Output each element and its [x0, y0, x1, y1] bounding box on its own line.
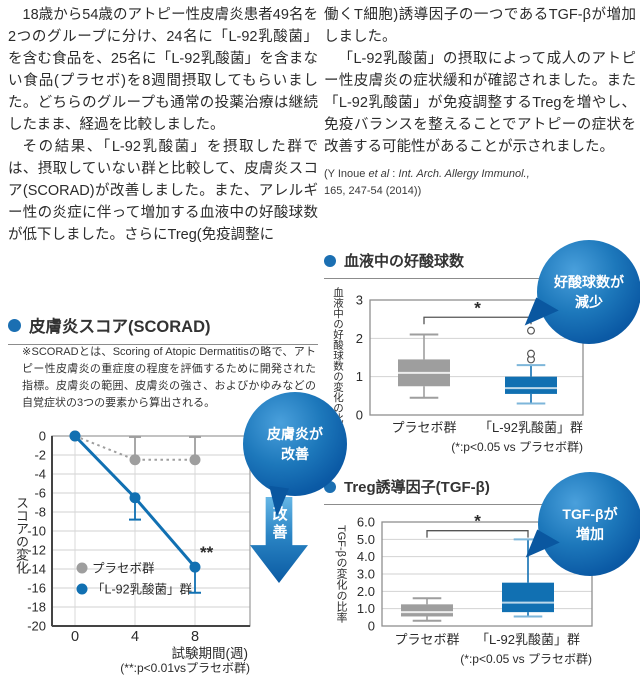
- svg-text:-20: -20: [27, 619, 46, 634]
- intro-paragraph: その結果、「L-92乳酸菌」を摂取した群では、摂取していない群と比較して、皮膚炎…: [8, 139, 318, 243]
- svg-text:「L-92乳酸菌」群: 「L-92乳酸菌」群: [479, 420, 583, 435]
- data-point: [129, 454, 141, 466]
- citation: (Y Inoue et al : Int. Arch. Allergy Immu…: [324, 166, 624, 199]
- section-title: 皮膚炎スコア(SCORAD): [29, 318, 211, 336]
- svg-text:3: 3: [356, 293, 363, 308]
- svg-text:1.0: 1.0: [357, 601, 375, 616]
- svg-text:-4: -4: [34, 467, 46, 482]
- section-title: Treg誘導因子(TGF-β): [344, 479, 490, 496]
- section-header-eosinophil: 血液中の好酸球数: [324, 250, 636, 279]
- badge-eosinophil: 好酸球数が 減少: [521, 240, 640, 344]
- data-point: [189, 454, 201, 466]
- svg-text:5.0: 5.0: [357, 532, 375, 547]
- scorad-plot: 0 -2 -4 -6 -8 -10 -12 -14 -16 -18 -20 ** 0 4 8試験期間(週)(…: [27, 429, 251, 675]
- svg-text:-14: -14: [27, 562, 46, 577]
- outlier-point: [527, 326, 536, 335]
- svg-text:1: 1: [356, 369, 363, 384]
- svg-text:-16: -16: [27, 581, 46, 596]
- scorad-y-axis-label: スコアの変化: [14, 496, 29, 574]
- citation-line2: 165, 247-54 (2014)): [324, 184, 422, 197]
- series-l92: [69, 430, 201, 594]
- section-header-scorad: 皮膚炎スコア(SCORAD): [8, 313, 318, 345]
- svg-text:(*:p<0.05 vs プラセボ群): (*:p<0.05 vs プラセボ群): [451, 440, 583, 454]
- svg-text:-18: -18: [27, 600, 46, 615]
- intro-paragraph: 「L-92乳酸菌」の摂取によって成人のアトピー性皮膚炎の症状緩和が確認されました…: [324, 51, 636, 155]
- badge-text: 好酸球数が: [554, 273, 624, 290]
- svg-text:*: *: [474, 298, 481, 317]
- bubble-tail-icon: [265, 485, 289, 519]
- legend: プラセボ群「L-92乳酸菌」群: [76, 562, 193, 597]
- box-l92: [505, 326, 557, 405]
- svg-text:-2: -2: [34, 448, 46, 463]
- citation-sep: :: [389, 168, 399, 180]
- svg-text:-8: -8: [34, 505, 46, 520]
- badge-text: 改善: [281, 446, 309, 462]
- svg-text:2: 2: [356, 331, 363, 346]
- intro-left-column: 18歳から54歳のアトピー性皮膚炎患者49名を2つのグループに分け、24名に「L…: [8, 4, 318, 246]
- bullet-icon: [8, 318, 21, 332]
- svg-text:-12: -12: [27, 543, 46, 558]
- badge-text: TGF-βが: [562, 505, 618, 522]
- data-point: [69, 430, 81, 442]
- significance-bracket: *: [426, 512, 529, 538]
- box-l92: [502, 538, 554, 618]
- eosinophil-plot: 0 1 2 3 * プラセボ群 「L-92乳酸菌」群 (*:p<0.05 vs プラセボ群): [356, 293, 584, 454]
- svg-text:0: 0: [39, 429, 46, 444]
- intro-paragraph: 働くT細胞)誘導因子の一つであるTGF-βが増加しました。: [324, 7, 636, 45]
- intro-paragraph: 18歳から54歳のアトピー性皮膚炎患者49名を2つのグループに分け、24名に「L…: [8, 7, 318, 133]
- svg-text:-6: -6: [34, 486, 46, 501]
- tgf-box-chart: 0 1.0 2.0 3.0 4.0 5.0 6.0 * プラセボ群 「L-92乳酸菌」群 (*:p<…: [357, 512, 593, 666]
- bullet-icon: [324, 254, 336, 267]
- data-point: [189, 561, 201, 573]
- badge-text: 皮膚炎が: [267, 425, 323, 442]
- data-point: [129, 492, 141, 504]
- badge-scorad: 皮膚炎が 改善: [243, 392, 347, 519]
- section-title: 血液中の好酸球数: [344, 253, 465, 270]
- legend-marker-icon: [76, 562, 88, 574]
- arrow-label: 改善: [270, 506, 288, 542]
- eosinophil-box-chart: 0 1 2 3 * プラセボ群 「L-92乳酸菌」群 (*:p<0.05 vs プラセボ群): [356, 293, 584, 454]
- svg-text:2.0: 2.0: [357, 584, 375, 599]
- svg-text:「L-92乳酸菌」群: 「L-92乳酸菌」群: [476, 632, 580, 647]
- svg-text:**: **: [200, 543, 214, 562]
- svg-text:*: *: [474, 512, 481, 531]
- scorad-line-chart: 0 -2 -4 -6 -8 -10 -12 -14 -16 -18 -20 ** 0 4 8試験期間(週)(…: [27, 429, 251, 675]
- svg-text:プラセボ群: プラセボ群: [394, 632, 459, 647]
- svg-text:(*:p<0.05 vs プラセボ群): (*:p<0.05 vs プラセボ群): [460, 652, 592, 666]
- svg-text:3.0: 3.0: [357, 567, 375, 582]
- svg-text:8: 8: [191, 629, 199, 645]
- significance-bracket: *: [423, 298, 532, 325]
- box-placebo: [401, 597, 453, 622]
- outlier-point: [527, 349, 536, 358]
- svg-text:試験期間(週): 試験期間(週): [172, 646, 249, 661]
- citation-journal: Int. Arch. Allergy Immunol.,: [398, 168, 530, 180]
- intro-right-column: 働くT細胞)誘導因子の一つであるTGF-βが増加しました。 「L-92乳酸菌」の…: [324, 4, 636, 158]
- legend-marker-icon: [76, 583, 88, 595]
- svg-text:(**:p<0.01vsプラセボ群): (**:p<0.01vsプラセボ群): [120, 661, 250, 675]
- tgf-plot: 0 1.0 2.0 3.0 4.0 5.0 6.0 * プラセボ群 「L-92乳酸菌」群 (*:p<…: [357, 512, 593, 666]
- svg-text:4.0: 4.0: [357, 549, 375, 564]
- svg-text:プラセボ群: プラセボ群: [92, 562, 155, 576]
- svg-text:6.0: 6.0: [357, 515, 375, 530]
- svg-text:-10: -10: [27, 524, 46, 539]
- svg-text:0: 0: [356, 408, 363, 423]
- badge-text: 減少: [575, 294, 603, 310]
- citation-etal: et al: [368, 168, 390, 180]
- citation-text: (Y Inoue: [324, 168, 369, 180]
- svg-text:4: 4: [131, 629, 139, 645]
- svg-text:プラセボ群: プラセボ群: [391, 420, 456, 435]
- box-placebo: [398, 333, 450, 399]
- badge-tgf: TGF-βが 増加: [522, 472, 640, 576]
- badge-text: 増加: [576, 526, 604, 542]
- svg-text:0: 0: [71, 629, 79, 645]
- svg-text:「L-92乳酸菌」群: 「L-92乳酸菌」群: [92, 582, 193, 597]
- tgf-y-axis-label: TGF-βの変化の比率: [335, 525, 347, 623]
- svg-text:0: 0: [368, 619, 375, 634]
- scorad-footnote: ※SCORADとは、Scoring of Atopic Dermatitisの略…: [22, 346, 316, 410]
- eosinophil-y-axis-label: 血液中の好酸球数の変化の比率: [332, 286, 344, 434]
